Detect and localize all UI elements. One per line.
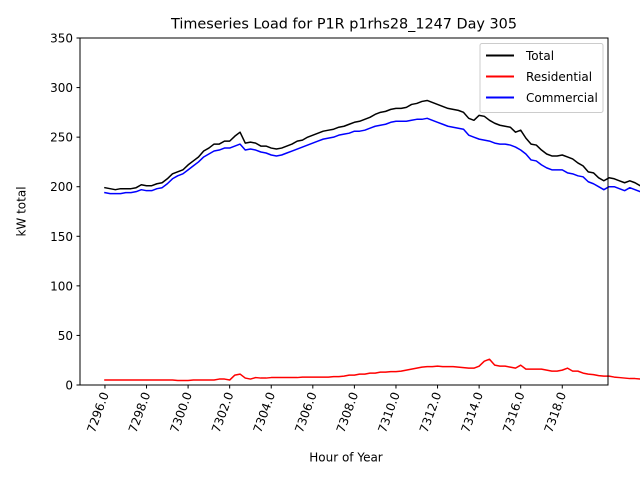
chart-title: Timeseries Load for P1R p1rhs28_1247 Day… [170, 17, 517, 33]
y-tick-label: 300 [50, 81, 73, 95]
series-line-commercial [104, 117, 640, 195]
series-layer [104, 99, 640, 382]
plot-frame [79, 37, 609, 386]
y-axis-ticks: 0 50 100 150 200 250 300 350 [50, 32, 80, 393]
series-line-residential [104, 358, 640, 382]
legend-label-total: Total [525, 49, 554, 63]
legend-label-commercial: Commercial [526, 91, 598, 105]
y-tick-label: 250 [50, 131, 73, 145]
series-line-total [104, 99, 640, 191]
y-tick-label: 0 [65, 379, 73, 393]
y-tick-label: 100 [50, 279, 73, 293]
y-axis-label: kW total [15, 186, 29, 236]
legend: Total Residential Commercial [479, 43, 604, 113]
legend-frame [479, 43, 604, 113]
y-tick-label: 150 [50, 230, 73, 244]
legend-label-residential: Residential [526, 70, 592, 84]
y-tick-label: 200 [50, 180, 73, 194]
x-axis-label: Hour of Year [309, 451, 383, 465]
y-tick-label: 50 [58, 329, 73, 343]
y-tick-label: 350 [50, 32, 73, 46]
